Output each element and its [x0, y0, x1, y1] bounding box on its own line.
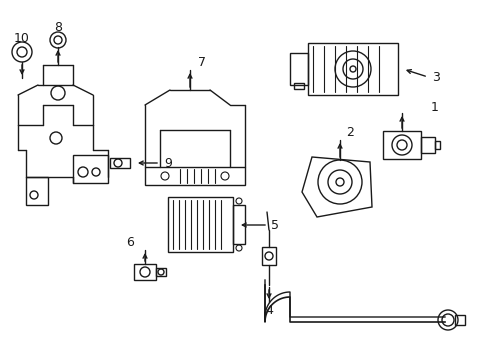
Bar [134, 264, 156, 280]
Text: 5: 5 [271, 219, 279, 231]
Bar [233, 205, 245, 244]
Bar [145, 167, 245, 185]
Bar [308, 43, 398, 95]
Bar [156, 268, 166, 276]
Text: 10: 10 [14, 32, 30, 45]
Text: 7: 7 [198, 55, 206, 68]
Bar [383, 131, 421, 159]
Text: 4: 4 [265, 303, 273, 316]
Bar [110, 158, 130, 168]
Bar [455, 315, 465, 325]
Text: 3: 3 [432, 71, 440, 84]
Text: 2: 2 [346, 126, 354, 139]
Text: 9: 9 [164, 157, 172, 170]
Bar [26, 177, 48, 205]
Text: 8: 8 [54, 21, 62, 33]
Text: 1: 1 [431, 100, 439, 113]
Bar [435, 141, 440, 149]
Bar [421, 137, 435, 153]
Text: 6: 6 [126, 235, 134, 248]
Bar [290, 53, 308, 85]
Bar [294, 83, 304, 89]
Bar [73, 155, 108, 183]
Bar [168, 197, 233, 252]
Bar [262, 247, 276, 265]
